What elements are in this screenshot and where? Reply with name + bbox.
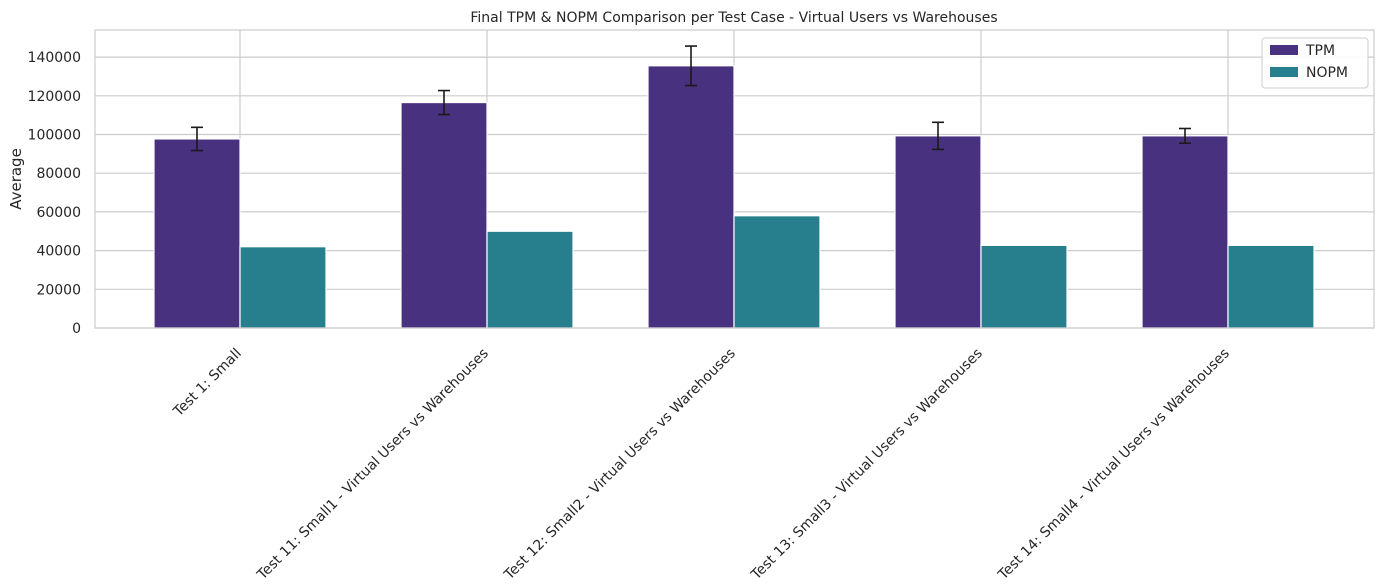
legend-label-nopm: NOPM [1306, 65, 1348, 81]
legend-swatch-tpm [1270, 45, 1298, 55]
bars [153, 65, 1315, 329]
bar-tpm [400, 101, 488, 329]
y-tick-label: 80000 [36, 166, 81, 182]
chart-title: Final TPM & NOPM Comparison per Test Cas… [470, 10, 997, 26]
y-tick-label: 0 [72, 321, 81, 337]
legend-swatch-nopm [1270, 67, 1298, 77]
bar-nopm [980, 244, 1068, 329]
x-tick-label: Test 1: Small [170, 346, 245, 421]
legend-label-tpm: TPM [1305, 43, 1335, 59]
error-bars [191, 45, 1191, 152]
legend: TPM NOPM [1261, 37, 1369, 89]
x-tick-label: Test 11: Small1 - Virtual Users vs Wareh… [254, 346, 492, 584]
bar-tpm [1141, 135, 1229, 329]
x-tick-label: Test 13: Small3 - Virtual Users vs Wareh… [748, 346, 986, 584]
y-tick-label: 60000 [36, 205, 81, 221]
y-tick-label: 140000 [28, 50, 81, 66]
y-tick-label: 100000 [28, 127, 81, 143]
bar-tpm [894, 135, 982, 329]
plot-frame [94, 29, 1375, 329]
bar-nopm [239, 246, 327, 329]
bar-tpm [647, 65, 735, 329]
y-tick-label: 120000 [28, 89, 81, 105]
x-tick-label: Test 14: Small4 - Virtual Users vs Wareh… [995, 346, 1233, 584]
bar-nopm [1227, 244, 1315, 329]
bar-nopm [733, 215, 821, 329]
x-tick-label: Test 12: Small2 - Virtual Users vs Wareh… [501, 346, 739, 584]
bar-tpm [153, 138, 241, 329]
y-tick-label: 20000 [36, 282, 81, 298]
y-axis-label: Average [7, 148, 25, 210]
y-tick-label: 40000 [36, 244, 81, 260]
bar-nopm [486, 230, 574, 329]
